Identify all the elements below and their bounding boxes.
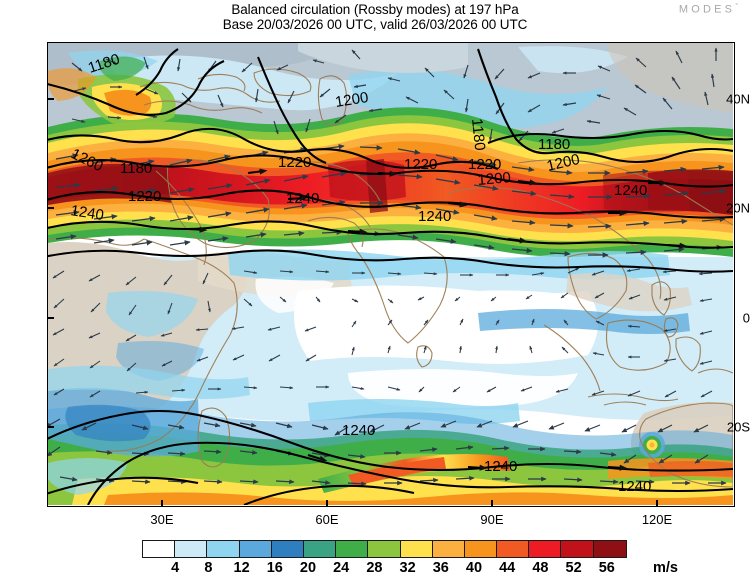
svg-text:1240: 1240 (342, 422, 375, 439)
svg-text:1180: 1180 (468, 118, 488, 152)
colorbar-cell-16-20 (271, 541, 304, 557)
wind-vectors (48, 47, 727, 487)
xtick-90e: 90E (480, 512, 504, 527)
chart-title-block: Balanced circulation (Rossby modes) at 1… (0, 2, 750, 32)
height-contours (48, 48, 733, 505)
contour-label: 1200 (477, 169, 512, 189)
contour-label: 1200 (334, 89, 370, 111)
contour-label: 1180 (538, 136, 570, 153)
ytick-0: 0 (742, 310, 750, 326)
svg-text:1240: 1240 (614, 182, 647, 199)
colorbar-cell-12-16 (239, 541, 272, 557)
colorbar-tick-24: 24 (333, 560, 350, 574)
colorbar-tick-28: 28 (366, 560, 383, 574)
contour-label: 1180 (120, 160, 152, 177)
ytick-mark (47, 426, 54, 428)
colorbar-cell-8-12 (207, 541, 240, 557)
map-panel: 1180 1180 1180 1180 1200 1200 1200 1260 … (47, 42, 735, 507)
contour-label: 1220 (404, 156, 437, 173)
weather-map: 1180 1180 1180 1180 1200 1200 1200 1260 … (48, 43, 733, 505)
colorbar-cell-28-32 (368, 541, 401, 557)
colorbar-tick-48: 48 (532, 560, 549, 574)
ytick-mark (47, 317, 54, 319)
modes-logo-text: MODES (678, 3, 736, 16)
modes-logo: MODES° (679, 3, 738, 16)
ytick-20s: 20S (726, 419, 750, 435)
svg-text:1180: 1180 (120, 160, 152, 177)
xtick-30e: 30E (150, 512, 174, 527)
xtick-mark (326, 500, 328, 507)
ytick-mark (47, 98, 54, 100)
colorbar-tick-40: 40 (465, 560, 483, 574)
svg-text:1240: 1240 (418, 208, 451, 225)
colorbar-units-label: m/s (653, 560, 678, 574)
ytick-20n: 20N (726, 200, 750, 216)
modes-logo-mark: ° (735, 3, 738, 10)
svg-text:1220: 1220 (128, 188, 161, 205)
colorbar-swatches (142, 540, 627, 558)
colorbar-tick-4: 4 (171, 560, 180, 574)
ytick-mark (47, 207, 54, 209)
colorbar-cell-52-56 (561, 541, 594, 557)
contour-label: 1220 (468, 156, 501, 173)
svg-text:1200: 1200 (477, 169, 512, 189)
contour-flow-arrows (187, 168, 688, 471)
colorbar-tick-8: 8 (204, 560, 213, 574)
xtick-mark (161, 500, 163, 507)
xtick-mark (491, 500, 493, 507)
colorbar-tick-44: 44 (499, 560, 516, 574)
svg-text:1240: 1240 (69, 202, 105, 224)
contour-label: 1240 (614, 182, 647, 199)
contour-label: 1240 (618, 478, 651, 495)
xtick-60e: 60E (315, 512, 339, 527)
svg-text:1200: 1200 (334, 89, 370, 111)
colorbar-cell-4-8 (175, 541, 208, 557)
svg-text:1240: 1240 (618, 478, 651, 495)
contour-label: 1240 (418, 208, 451, 225)
colorbar-tick-36: 36 (432, 560, 449, 574)
svg-text:1240: 1240 (286, 190, 319, 207)
colorbar-cell-44-48 (497, 541, 530, 557)
colorbar-cell-56-60 (593, 541, 626, 557)
colorbar-tick-56: 56 (598, 560, 615, 574)
page-title: Balanced circulation (Rossby modes) at 1… (231, 2, 519, 17)
ytick-40n: 40N (726, 91, 750, 107)
svg-text:1220: 1220 (404, 156, 437, 173)
colorbar-tick-12: 12 (233, 560, 250, 574)
xtick-120e: 120E (641, 512, 673, 527)
contour-label: 1220 (128, 188, 161, 205)
svg-text:1240: 1240 (484, 458, 517, 475)
contour-label: 1240 (69, 202, 105, 224)
colorbar-tick-20: 20 (299, 560, 317, 574)
contour-label: 1240 (484, 458, 517, 475)
colorbar: 4 8 12 16 20 24 28 32 36 40 44 48 52 56 (142, 540, 627, 574)
colorbar-cell-20-24 (303, 541, 337, 557)
svg-text:1220: 1220 (278, 154, 311, 171)
contour-label-group: 1180 1180 1180 1180 1200 1200 1200 1260 … (68, 51, 651, 495)
contour-label: 1220 (278, 154, 311, 171)
svg-text:1220: 1220 (468, 156, 501, 173)
contour-label: 1180 (468, 118, 488, 152)
colorbar-tick-52: 52 (565, 560, 582, 574)
xtick-mark (656, 500, 658, 507)
svg-text:1180: 1180 (538, 136, 570, 153)
contour-label: 1240 (286, 190, 319, 207)
colorbar-cell-36-40 (432, 541, 465, 557)
colorbar-cell-24-28 (336, 541, 369, 557)
contour-label: 1240 (342, 422, 375, 439)
colorbar-cell-48-52 (529, 541, 562, 557)
colorbar-tick-16: 16 (266, 560, 283, 574)
colorbar-cell-32-36 (400, 541, 433, 557)
chart-subtitle: Base 20/03/2026 00 UTC, valid 26/03/2026… (222, 17, 528, 32)
colorbar-cell-0-4 (143, 541, 176, 557)
colorbar-tick-32: 32 (399, 560, 416, 574)
colorbar-cell-40-44 (464, 541, 498, 557)
